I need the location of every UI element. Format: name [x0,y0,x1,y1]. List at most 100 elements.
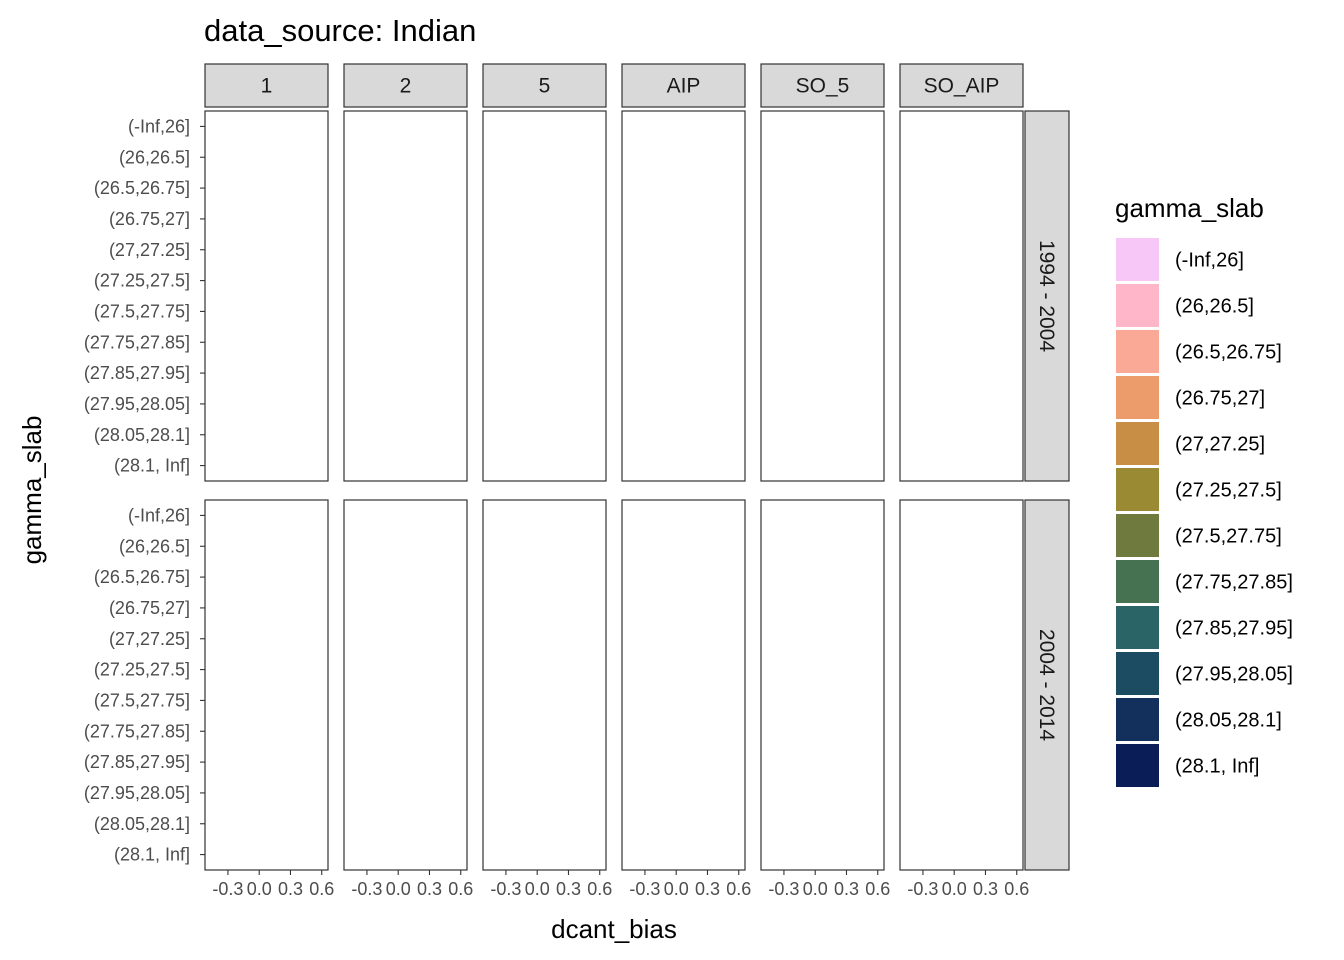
legend-label: (27.25,27.5] [1175,480,1282,502]
row-strip-label: 2004 - 2014 [1035,629,1058,741]
legend-label: (27.75,27.85] [1175,572,1293,594]
col-strip [621,63,746,108]
x-tick-label: -0.3 [907,879,938,899]
legend-key [1116,422,1159,465]
y-tick-label: (26.5,26.75] [94,178,190,198]
y-tick-label: (-Inf,26] [128,116,190,136]
x-tick-label: 0.0 [942,879,967,899]
x-tick-label: 0.6 [865,879,890,899]
legend-key [1116,514,1159,557]
x-tick-label: 0.6 [448,879,473,899]
legend-key [1116,698,1159,741]
col-strip [760,63,885,108]
legend-key [1116,330,1159,373]
facet-panel [343,499,468,871]
y-tick-label: (27.85,27.95] [84,363,190,383]
facet-panel [621,110,746,482]
col-strip-label: 5 [539,75,551,98]
facet-panel [482,110,607,482]
y-tick-label: (26,26.5] [119,536,190,556]
row-strip [1024,110,1070,482]
legend-label: (27.95,28.05] [1175,664,1293,686]
panel-border [204,499,329,871]
plot-title: data_source: Indian [204,13,476,48]
y-tick-label: (26.75,27] [109,209,190,229]
facet-panel [204,499,329,871]
y-tick-label: (27.75,27.85] [84,332,190,352]
facet-panel [760,499,885,871]
y-tick-label: (26,26.5] [119,147,190,167]
x-tick-label: -0.3 [351,879,382,899]
x-tick-label: 0.6 [587,879,612,899]
panel-border [204,110,329,482]
legend-label: (28.1, Inf] [1175,756,1260,778]
x-tick-label: 0.0 [525,879,550,899]
legend-title: gamma_slab [1115,193,1264,223]
legend-label: (28.05,28.1] [1175,710,1282,732]
panel-border [482,499,607,871]
legend-label: (26.75,27] [1175,388,1265,410]
legend-label: (27,27.25] [1175,434,1265,456]
panel-border [621,499,746,871]
y-tick-label: (27.75,27.85] [84,721,190,741]
y-tick-label: (27.5,27.75] [94,690,190,710]
x-tick-label: -0.3 [490,879,521,899]
facet-panel [204,110,329,482]
panel-border [760,110,885,482]
legend-key [1116,744,1159,787]
y-tick-label: (27,27.25] [109,629,190,649]
col-strip-label: SO_AIP [924,75,1000,98]
legend-key [1116,560,1159,603]
panel-border [621,110,746,482]
col-strip-label: 2 [400,75,412,98]
legend-key [1116,468,1159,511]
x-axis: -0.3 0.0 0.3 0.6 -0.3 0.0 0.3 0.6 -0.3 0.0 0.3 0.6-… [212,870,1029,899]
y-tick-label: (28.1, Inf] [114,456,190,476]
facet-panel [343,110,468,482]
legend-key [1116,652,1159,695]
panel-border [343,110,468,482]
legend-label: (26,26.5] [1175,296,1254,318]
x-tick-label: 0.6 [309,879,334,899]
legend-key [1116,238,1159,281]
col-strip [482,63,607,108]
y-tick-label: (26.5,26.75] [94,567,190,587]
y-tick-label: (27.95,28.05] [84,783,190,803]
y-tick-label: (28.05,28.1] [94,425,190,445]
facet-panel [899,499,1024,871]
panel-border [899,499,1024,871]
y-axis-title: gamma_slab [17,416,47,565]
y-tick-label: (28.05,28.1] [94,814,190,834]
col-strip-label: AIP [667,75,701,98]
facet-panel [760,110,885,482]
x-tick-label: 0.0 [386,879,411,899]
x-tick-label: 0.0 [247,879,272,899]
row-strip-label: 1994 - 2004 [1035,240,1058,352]
x-tick-label: 0.3 [417,879,442,899]
col-strip [343,63,468,108]
y-tick-label: (27.25,27.5] [94,660,190,680]
legend-key [1116,284,1159,327]
y-axis: (-Inf,26] (26,26.5] (26.5,26.75] (26.75,27]… [84,116,205,865]
x-tick-label: 0.6 [726,879,751,899]
x-axis-title: dcant_bias [551,914,677,944]
legend-label: (27.5,27.75] [1175,526,1282,548]
y-tick-label: (26.75,27] [109,598,190,618]
y-tick-label: (27.85,27.95] [84,752,190,772]
y-tick-label: (-Inf,26] [128,505,190,525]
legend-label: (-Inf,26] [1175,250,1244,272]
y-tick-label: (27,27.25] [109,240,190,260]
facet-panels: 1 2 5 AIP SO_5 SO_AIP 1994 - 2004 2004 - 2014 [204,63,1070,871]
facet-panel [621,499,746,871]
y-tick-label: (27.5,27.75] [94,301,190,321]
x-tick-label: -0.3 [629,879,660,899]
x-tick-label: 0.3 [973,879,998,899]
facet-panel [899,110,1024,482]
col-strip [204,63,329,108]
facet-panel [482,499,607,871]
legend-key [1116,376,1159,419]
col-strip-label: SO_5 [796,75,850,98]
x-tick-label: 0.3 [695,879,720,899]
x-tick-label: 0.0 [664,879,689,899]
legend-key [1116,606,1159,649]
